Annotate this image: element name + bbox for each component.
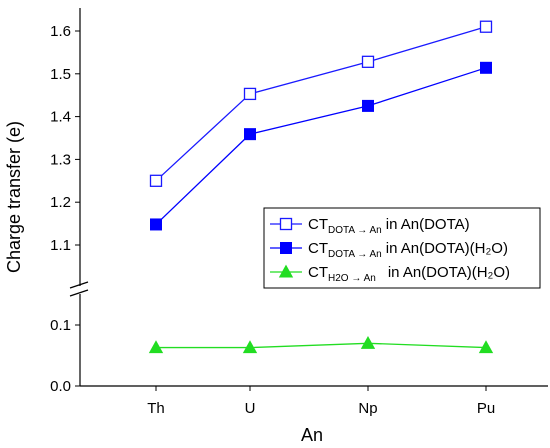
- y-tick-label: 0.0: [50, 378, 71, 395]
- legend-marker: [279, 217, 293, 231]
- y-tick-label: 0.1: [50, 317, 71, 334]
- data-point: [478, 340, 494, 354]
- legend-entry-3: CTH2O → An in An(DOTA)(H₂O): [270, 264, 510, 284]
- legend-box: [263, 207, 541, 289]
- data-point: [362, 99, 374, 112]
- data-point: [244, 128, 256, 141]
- axis-break-mark: [69, 281, 90, 297]
- series-layer: [148, 20, 494, 354]
- data-point: [243, 87, 257, 101]
- legend-entry-1: CTDOTA → An in An(DOTA): [270, 216, 470, 236]
- y-tick-label: 1.1: [50, 237, 71, 254]
- y-tick-label: 1.3: [50, 151, 71, 168]
- series-line: [155, 26, 487, 182]
- y-tick-label: 1.4: [50, 109, 71, 126]
- y-ticks: 1.1 1.2 1.3 1.4 1.5 1.6 0.0 0.1: [50, 23, 80, 395]
- series-line: [155, 67, 487, 225]
- data-point: [479, 20, 493, 33]
- data-point: [361, 55, 375, 68]
- legend-label: CTDOTA → An in An(DOTA): [308, 216, 470, 236]
- y-tick-label: 1.2: [50, 194, 71, 211]
- legend-label: CTDOTA → An in An(DOTA)(H₂O): [308, 240, 508, 260]
- data-point: [150, 218, 162, 231]
- legend-label: CTH2O → An in An(DOTA)(H₂O): [308, 264, 510, 284]
- data-point: [148, 340, 164, 354]
- y-tick-label: 1.5: [50, 66, 71, 83]
- x-tick-label: Np: [358, 400, 377, 417]
- data-point: [149, 174, 163, 187]
- series-line: [156, 342, 487, 349]
- series-3: [148, 335, 494, 354]
- data-point: [480, 61, 492, 74]
- y-axis-title: Charge transfer (e): [4, 121, 24, 273]
- x-ticks: Th U Np Pu: [147, 386, 495, 417]
- series-1: [149, 20, 493, 187]
- data-point: [242, 340, 258, 354]
- y-tick-label: 1.6: [50, 23, 71, 40]
- series-2: [150, 61, 492, 231]
- x-tick-label: Pu: [477, 400, 495, 417]
- data-point: [360, 335, 376, 349]
- legend-marker: [278, 264, 294, 278]
- x-tick-label: Th: [147, 400, 165, 417]
- legend-entry-2: CTDOTA → An in An(DOTA)(H₂O): [270, 240, 508, 260]
- x-tick-label: U: [245, 400, 256, 417]
- legend-marker: [280, 242, 292, 254]
- legend: CTDOTA → An in An(DOTA) CTDOTA → An in An(D…: [263, 207, 541, 289]
- x-axis-title: An: [301, 425, 323, 445]
